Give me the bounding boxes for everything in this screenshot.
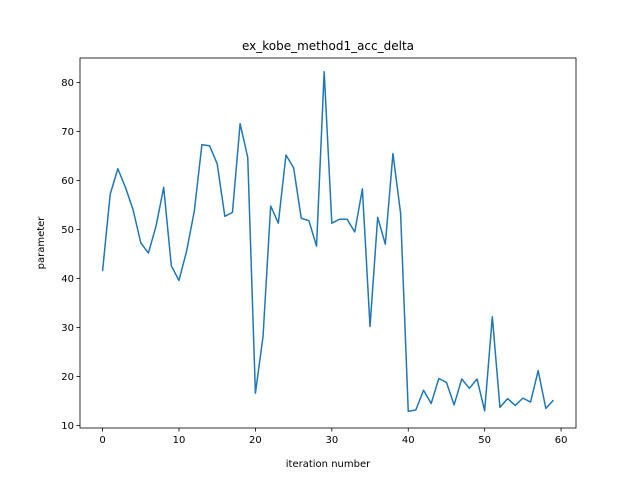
x-tick-label: 30: [325, 435, 338, 446]
x-tick-label: 20: [249, 435, 262, 446]
y-tick-label: 10: [61, 421, 74, 432]
x-tick-label: 0: [99, 435, 105, 446]
series-line: [101, 70, 555, 413]
y-tick-label: 70: [61, 127, 74, 138]
y-tick-label: 40: [61, 274, 74, 285]
y-tick-label: 60: [61, 176, 74, 187]
y-axis-label: parameter: [36, 216, 47, 270]
y-tick-label: 30: [61, 323, 74, 334]
x-axis-label: iteration number: [286, 459, 371, 470]
plot-area: [80, 58, 576, 428]
y-tick-label: 80: [61, 78, 74, 89]
y-tick-label: 20: [61, 372, 74, 383]
series-layer: [101, 70, 555, 413]
ticks-group: 0 10 20 30 40 50 60 10 20 30 40 50 60 70 80: [61, 78, 567, 446]
x-tick-label: 50: [478, 435, 491, 446]
x-tick-label: 10: [173, 435, 186, 446]
y-tick-label: 50: [61, 225, 74, 236]
plot-frame: [79, 57, 577, 429]
x-tick-label: 40: [402, 435, 415, 446]
x-tick-label: 60: [555, 435, 568, 446]
chart-title: ex_kobe_method1_acc_delta: [242, 39, 414, 53]
